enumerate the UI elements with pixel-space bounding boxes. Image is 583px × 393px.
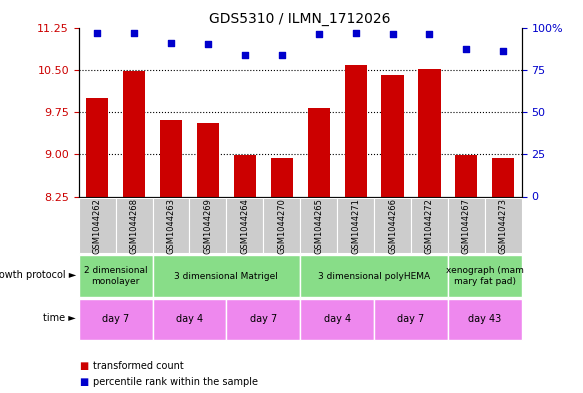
Point	[462, 46, 471, 53]
Bar	[448, 299, 522, 340]
Bar	[337, 198, 374, 253]
Bar	[226, 198, 264, 253]
Bar	[381, 75, 403, 196]
Bar	[411, 198, 448, 253]
Point	[498, 48, 508, 54]
Bar	[234, 155, 256, 196]
Bar	[448, 255, 522, 297]
Text: xenograph (mam
mary fat pad): xenograph (mam mary fat pad)	[446, 266, 524, 286]
Text: GSM1044269: GSM1044269	[203, 198, 212, 254]
Bar	[226, 299, 300, 340]
Text: day 4: day 4	[324, 314, 351, 324]
Point	[351, 29, 360, 36]
Bar	[160, 121, 182, 196]
Bar	[264, 198, 300, 253]
Text: GSM1044272: GSM1044272	[425, 198, 434, 254]
Bar	[86, 98, 108, 196]
Text: GSM1044265: GSM1044265	[314, 198, 323, 254]
Bar	[197, 123, 219, 196]
Text: GSM1044262: GSM1044262	[93, 198, 101, 254]
Text: day 43: day 43	[468, 314, 501, 324]
Point	[166, 40, 175, 46]
Bar	[374, 198, 411, 253]
Point	[240, 51, 250, 58]
Text: GSM1044270: GSM1044270	[278, 198, 286, 254]
Text: GSM1044266: GSM1044266	[388, 198, 397, 254]
Bar	[153, 198, 189, 253]
Bar	[308, 108, 330, 196]
Point	[277, 51, 286, 58]
Bar	[448, 198, 485, 253]
Text: day 7: day 7	[250, 314, 277, 324]
Bar	[345, 65, 367, 196]
Text: GSM1044267: GSM1044267	[462, 198, 471, 254]
Text: day 7: day 7	[398, 314, 424, 324]
Bar	[115, 198, 153, 253]
Point	[314, 31, 324, 37]
Bar	[492, 158, 514, 196]
Bar	[300, 198, 337, 253]
Bar	[153, 255, 300, 297]
Text: day 7: day 7	[102, 314, 129, 324]
Point	[129, 29, 139, 36]
Bar	[419, 69, 441, 196]
Bar	[123, 72, 145, 196]
Text: percentile rank within the sample: percentile rank within the sample	[93, 377, 258, 387]
Text: 3 dimensional Matrigel: 3 dimensional Matrigel	[174, 272, 278, 281]
Point	[388, 31, 397, 37]
Point	[93, 29, 102, 36]
Bar	[455, 155, 477, 196]
Text: GSM1044268: GSM1044268	[129, 198, 139, 254]
Bar	[79, 255, 153, 297]
Text: ■: ■	[79, 377, 88, 387]
Text: day 4: day 4	[176, 314, 203, 324]
Bar	[271, 158, 293, 196]
Text: GSM1044273: GSM1044273	[499, 198, 508, 254]
Bar	[485, 198, 522, 253]
Text: 2 dimensional
monolayer: 2 dimensional monolayer	[84, 266, 147, 286]
Text: GSM1044271: GSM1044271	[351, 198, 360, 254]
Title: GDS5310 / ILMN_1712026: GDS5310 / ILMN_1712026	[209, 13, 391, 26]
Bar	[300, 299, 374, 340]
Bar	[153, 299, 226, 340]
Bar	[79, 198, 115, 253]
Bar	[374, 299, 448, 340]
Text: 3 dimensional polyHEMA: 3 dimensional polyHEMA	[318, 272, 430, 281]
Text: time ►: time ►	[43, 313, 76, 323]
Bar	[79, 299, 153, 340]
Text: growth protocol ►: growth protocol ►	[0, 270, 76, 280]
Bar	[189, 198, 226, 253]
Text: ■: ■	[79, 361, 88, 371]
Bar	[300, 255, 448, 297]
Text: transformed count: transformed count	[93, 361, 184, 371]
Text: GSM1044264: GSM1044264	[240, 198, 250, 254]
Point	[425, 31, 434, 37]
Point	[203, 41, 213, 48]
Text: GSM1044263: GSM1044263	[167, 198, 175, 254]
